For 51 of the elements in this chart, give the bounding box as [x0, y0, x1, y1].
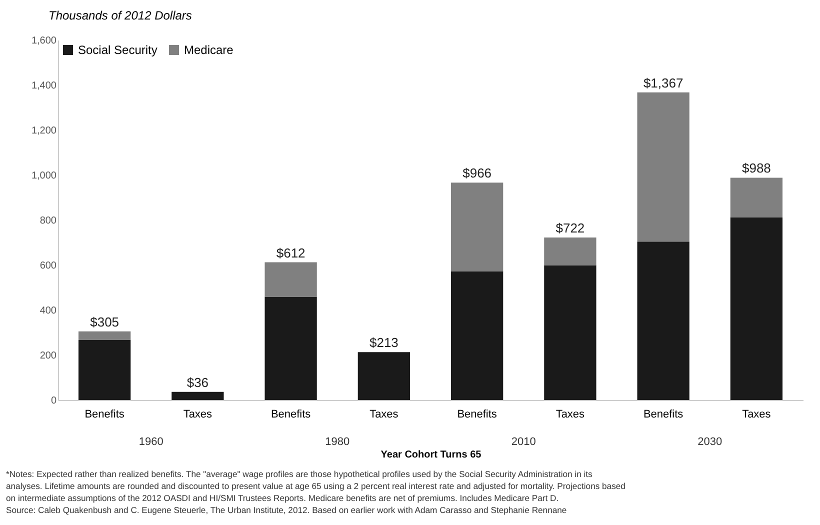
legend-label: Social Security	[78, 43, 158, 57]
y-tick-label: 1,000	[31, 170, 57, 182]
total-label: $1,367	[643, 75, 684, 90]
y-tick-label: 0	[50, 396, 57, 406]
y-tick-label: 600	[40, 260, 57, 272]
bar	[637, 242, 690, 400]
total-label: $966	[462, 166, 492, 181]
x-tick-label: Benefits	[457, 408, 498, 420]
bar	[78, 331, 131, 340]
total-label: $36	[186, 374, 209, 390]
text: on intermediate assumptions of the 2012 OASDI and HI/SMI Trustees Reports. Medicare benefits are net of premiums. Includes Medicare Part D.	[6, 493, 559, 503]
bar	[544, 265, 596, 400]
bar	[730, 178, 783, 218]
total-label: $213	[369, 335, 398, 350]
bar	[450, 182, 504, 272]
text: 1960	[138, 436, 164, 448]
bar	[78, 340, 131, 400]
bar	[544, 238, 596, 266]
total-label: $988	[742, 160, 771, 176]
x-tick-label: Benefits	[84, 408, 125, 420]
y-tick-label: 400	[40, 306, 57, 316]
bar	[450, 271, 504, 400]
bar	[730, 217, 783, 400]
x-tick-label: Benefits	[270, 408, 312, 420]
x-tick-label: Taxes	[742, 408, 772, 420]
bar	[172, 392, 224, 400]
x-tick-label: Taxes	[370, 408, 399, 420]
source-note: Source: Caleb Quakenbush and C. Eugene Steuerle, The Urban Institute, 2012. Based on earlier work with Adam Carasso and Stephanie Rennane	[6, 505, 567, 515]
x-tick-label: Taxes	[556, 408, 586, 420]
y-tick-label: 200	[40, 350, 57, 362]
bar	[264, 296, 317, 400]
x-axis-title: Year Cohort Turns 65	[380, 450, 482, 460]
total-label: $722	[556, 220, 585, 236]
y-tick-label: 1,400	[31, 80, 57, 92]
text: 2010	[511, 436, 536, 448]
total-label: $612	[276, 245, 306, 260]
bar	[637, 92, 690, 242]
y-tick-label: 1,600	[31, 36, 57, 46]
text: *Notes: Expected rather than realized benefits. The "average" wage profiles are those hypothetical profiles used by the Social Security Administration in its	[6, 469, 592, 479]
legend-label: Medicare	[184, 43, 234, 57]
total-label: $305	[90, 314, 120, 330]
bar	[264, 262, 317, 297]
text: 1980	[325, 436, 350, 448]
y-axis-title: Thousands of 2012 Dollars	[48, 8, 192, 22]
bar	[358, 352, 410, 400]
y-tick-label: 800	[40, 216, 57, 226]
text: 2030	[698, 436, 722, 448]
x-tick-label: Benefits	[643, 408, 684, 420]
y-tick-label: 1,200	[31, 126, 57, 136]
text: analyses. Lifetime amounts are rounded and discounted to present value at age 65 using a 2 percent real interest rate and adjusted for mortality. Projections based	[6, 481, 626, 491]
x-tick-label: Taxes	[183, 408, 213, 420]
